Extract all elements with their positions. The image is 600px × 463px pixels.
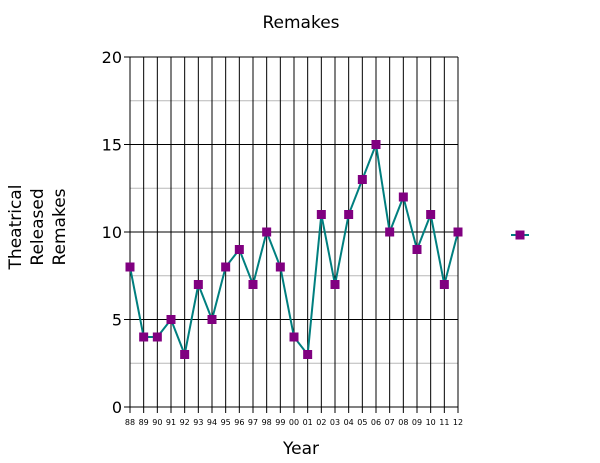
x-tick-label: 01 xyxy=(303,418,313,427)
x-tick-label: 10 xyxy=(426,418,436,427)
x-tick-label: 88 xyxy=(125,418,135,427)
x-tick-label: 98 xyxy=(262,418,272,427)
x-tick-label: 00 xyxy=(289,418,299,427)
x-tick-label: 05 xyxy=(357,418,367,427)
y-axis-label-line: Remakes xyxy=(50,188,70,265)
data-point xyxy=(398,192,408,202)
x-tick-label: 09 xyxy=(412,418,422,427)
x-tick-label: 12 xyxy=(453,418,463,427)
data-point xyxy=(221,262,231,272)
data-point xyxy=(166,315,176,324)
x-tick-labels: 88 89 90 91 92 93 94 95 96 97 98 99 00 01 02 03 04 05 06 07… xyxy=(125,418,463,427)
x-tick-label: 07 xyxy=(385,418,395,427)
y-tick-label: 15 xyxy=(102,136,122,155)
y-tick-labels: 0 5 10 15 20 xyxy=(102,48,122,417)
y-axis-label-line: Released xyxy=(28,188,48,265)
x-tick-label: 93 xyxy=(193,418,203,427)
x-tick-label: 96 xyxy=(234,418,244,427)
x-tick-label: 90 xyxy=(152,418,162,427)
x-tick-label: 91 xyxy=(166,418,176,427)
data-point xyxy=(453,227,463,237)
data-point xyxy=(207,315,217,324)
x-tick-label: 89 xyxy=(139,418,149,427)
data-point xyxy=(139,332,149,342)
data-point xyxy=(385,227,395,237)
data-point xyxy=(426,210,436,219)
data-point xyxy=(275,262,285,272)
data-point xyxy=(125,262,135,272)
x-tick-label: 94 xyxy=(207,418,217,427)
y-tick-label: 20 xyxy=(102,48,122,67)
data-point xyxy=(357,175,367,184)
y-tick-label: 0 xyxy=(112,398,122,417)
data-point xyxy=(330,280,340,289)
x-tick-label: 11 xyxy=(439,418,449,427)
y-tick-label: 5 xyxy=(112,311,122,330)
data-point xyxy=(234,245,244,254)
x-tick-label: 04 xyxy=(344,418,354,427)
x-tick-label: 97 xyxy=(248,418,258,427)
data-point xyxy=(371,140,381,149)
data-point xyxy=(180,350,190,359)
data-point xyxy=(439,280,449,289)
y-tick-label: 10 xyxy=(102,223,122,242)
chart-title: Remakes xyxy=(262,13,339,33)
x-tick-label: 02 xyxy=(316,418,326,427)
data-point xyxy=(303,350,313,359)
grid xyxy=(124,56,459,413)
x-tick-label: 92 xyxy=(180,418,190,427)
legend xyxy=(511,230,529,240)
x-tick-label: 03 xyxy=(330,418,340,427)
data-point xyxy=(344,210,354,219)
data-point xyxy=(248,280,258,289)
x-tick-label: 08 xyxy=(398,418,408,427)
data-point xyxy=(152,332,162,342)
data-point xyxy=(412,245,422,254)
x-tick-label: 06 xyxy=(371,418,381,427)
data-point xyxy=(316,210,326,219)
data-point xyxy=(193,280,203,289)
legend-marker xyxy=(515,230,525,240)
x-axis-label: Year xyxy=(282,439,319,459)
data-point xyxy=(262,227,272,237)
data-point xyxy=(289,332,299,342)
x-tick-label: 99 xyxy=(275,418,285,427)
x-tick-label: 95 xyxy=(221,418,231,427)
y-axis-label-line: Theatrical xyxy=(6,185,26,271)
series xyxy=(125,140,463,359)
y-axis-label-line: # of xyxy=(0,208,4,245)
